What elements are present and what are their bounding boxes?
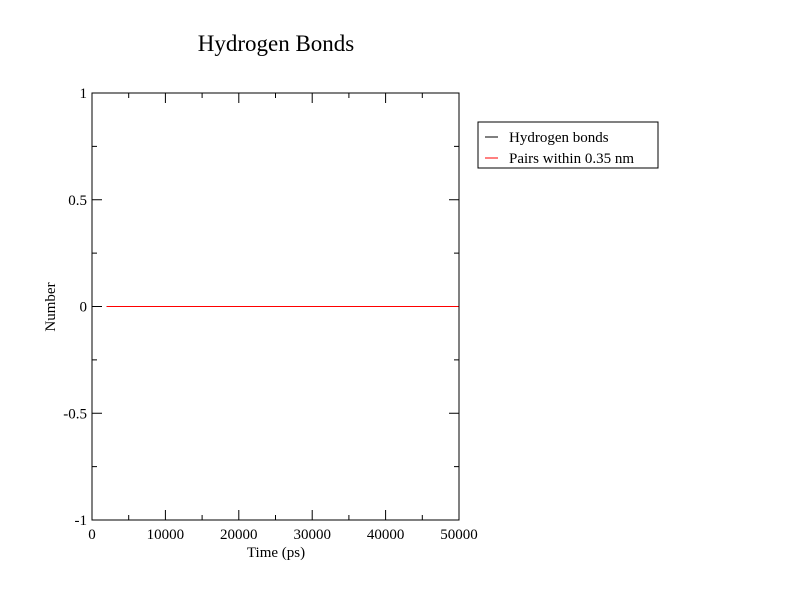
x-tick-label: 30000 (293, 527, 331, 543)
x-tick-label: 20000 (220, 527, 258, 543)
x-tick-label: 50000 (440, 527, 478, 543)
legend-label-hydrogen-bonds: Hydrogen bonds (509, 130, 609, 146)
x-axis-label: Time (ps) (247, 545, 305, 561)
y-tick-label: -1 (75, 513, 88, 529)
legend-label-pairs-within: Pairs within 0.35 nm (509, 151, 634, 167)
y-tick-label: 1 (80, 86, 88, 102)
y-tick-label: 0 (80, 300, 88, 316)
chart-title: Hydrogen Bonds (198, 31, 355, 56)
x-tick-label: 40000 (367, 527, 405, 543)
x-tick-labels: 0 10000 20000 30000 40000 50000 (88, 527, 478, 543)
x-tick-label: 0 (88, 527, 96, 543)
y-tick-labels: -1 -0.5 0 0.5 1 (63, 86, 87, 529)
x-tick-label: 10000 (147, 527, 185, 543)
y-tick-label: 0.5 (68, 193, 87, 209)
legend: Hydrogen bonds Pairs within 0.35 nm (477, 121, 659, 169)
y-axis-label: Number (43, 282, 59, 331)
y-tick-label: -0.5 (63, 406, 87, 422)
plot-frame (91, 92, 460, 521)
minor-ticks (92, 93, 459, 520)
legend-box (477, 121, 659, 169)
